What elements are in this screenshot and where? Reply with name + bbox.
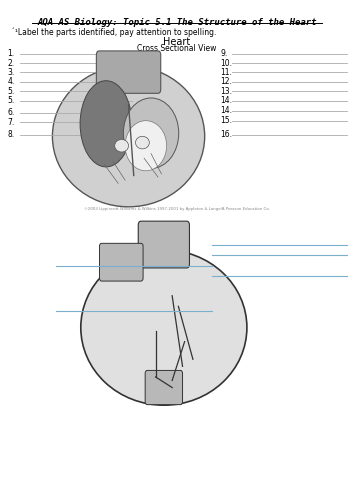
Text: 13.: 13. xyxy=(220,87,232,96)
Text: 7.: 7. xyxy=(7,118,15,126)
Ellipse shape xyxy=(123,98,179,168)
Ellipse shape xyxy=(52,66,205,207)
Text: 5.: 5. xyxy=(7,96,15,106)
Text: 8.: 8. xyxy=(7,130,15,139)
Text: 9.: 9. xyxy=(220,49,228,58)
Text: 14.: 14. xyxy=(220,106,232,116)
Text: 10.: 10. xyxy=(220,58,232,68)
Ellipse shape xyxy=(136,136,149,149)
Text: 11.: 11. xyxy=(220,68,232,77)
Text: 14.: 14. xyxy=(220,96,232,106)
FancyBboxPatch shape xyxy=(145,370,183,404)
Ellipse shape xyxy=(125,120,167,171)
FancyBboxPatch shape xyxy=(99,244,143,281)
Text: 15.: 15. xyxy=(220,116,232,125)
Text: 3.: 3. xyxy=(7,68,15,77)
Text: 1.: 1. xyxy=(7,49,15,58)
Text: 16.: 16. xyxy=(220,130,232,139)
Text: Cross Sectional View: Cross Sectional View xyxy=(137,44,217,52)
Text: 12.: 12. xyxy=(220,78,232,86)
Text: 5.: 5. xyxy=(7,87,15,96)
Text: Heart: Heart xyxy=(164,37,190,47)
Text: 6.: 6. xyxy=(7,108,15,118)
Ellipse shape xyxy=(80,80,132,167)
FancyBboxPatch shape xyxy=(138,221,189,268)
Ellipse shape xyxy=(81,250,247,405)
Text: ´¹Label the parts identified, pay attention to spelling.: ´¹Label the parts identified, pay attent… xyxy=(11,28,216,37)
Text: AQA AS Biology: Topic 5.1 The Structure of the Heart: AQA AS Biology: Topic 5.1 The Structure … xyxy=(37,18,317,28)
FancyBboxPatch shape xyxy=(96,51,161,94)
Text: ©2003 Lippincott Williams & Wilkins 1997-2001 by Appleton & Lange/A Pearson Educ: ©2003 Lippincott Williams & Wilkins 1997… xyxy=(84,207,270,211)
Ellipse shape xyxy=(115,140,129,152)
Text: 2.: 2. xyxy=(7,58,15,68)
Text: 4.: 4. xyxy=(7,78,15,86)
